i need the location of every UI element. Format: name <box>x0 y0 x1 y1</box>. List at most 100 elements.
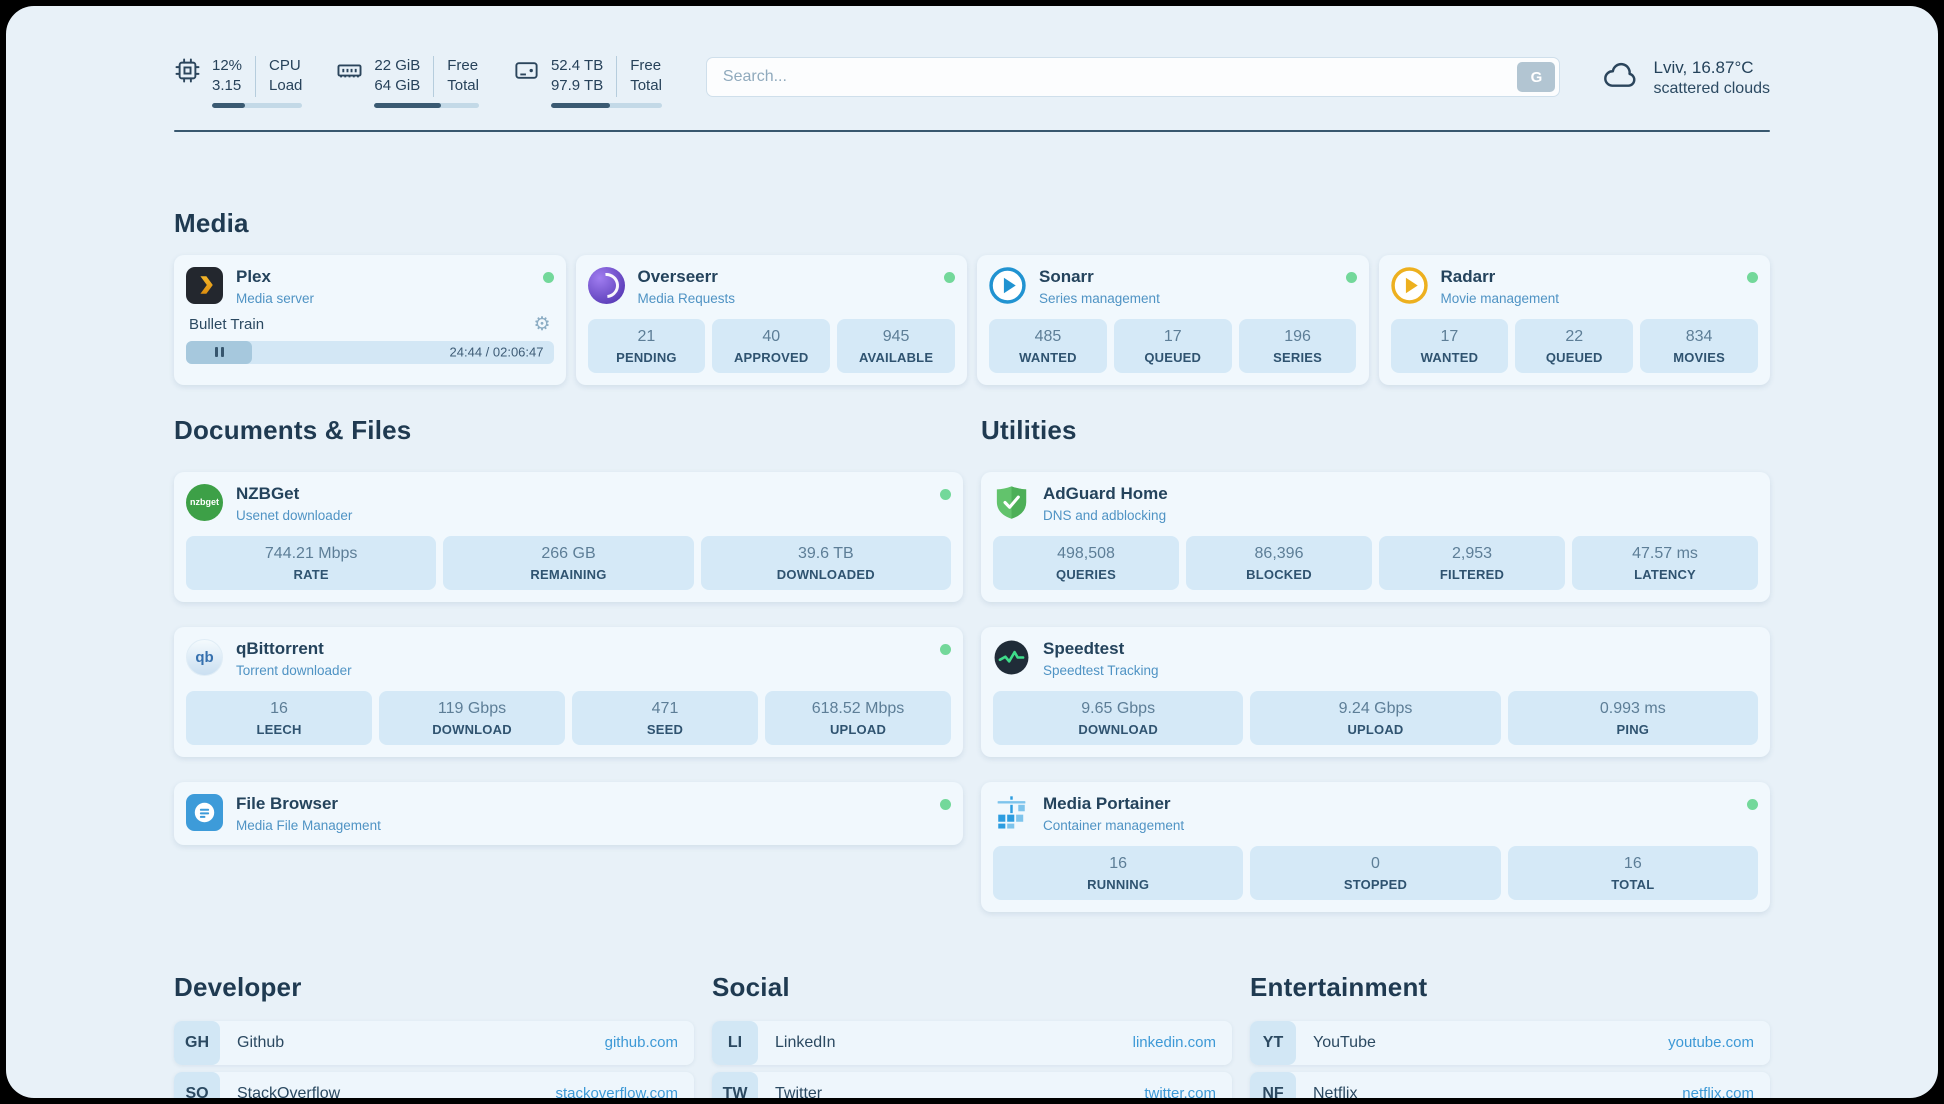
search-input[interactable] <box>710 68 1518 86</box>
link-name: StackOverflow <box>237 1084 341 1099</box>
entertainment-link-list: YT YouTube youtube.com NF Netflix netfli… <box>1250 1020 1770 1099</box>
disk-progress-fill <box>550 102 610 108</box>
link-url[interactable]: twitter.com <box>1144 1085 1216 1098</box>
link-row-linkedin[interactable]: LI LinkedIn linkedin.com <box>712 1020 1232 1065</box>
stat-box: 0.993 ms PING <box>1507 690 1758 745</box>
stat-box: 22 QUEUED <box>1515 318 1634 373</box>
card-nzbget[interactable]: nzbget NZBGet Usenet downloader 744.21 M… <box>174 471 963 602</box>
stat-box: 16 RUNNING <box>993 845 1244 900</box>
linkedin-abbr-icon: LI <box>712 1020 758 1065</box>
link-row-github[interactable]: GH Github github.com <box>174 1020 694 1065</box>
ram-total-label: Total <box>447 77 479 95</box>
topbar: 12% 3.15 CPU Load 22 G <box>174 56 1770 108</box>
stat-value: 0 <box>1371 854 1380 872</box>
vertical-divider <box>616 56 618 97</box>
weather-condition: scattered clouds <box>1653 80 1770 97</box>
stat-value: 266 GB <box>541 544 596 562</box>
stat-label: BLOCKED <box>1246 566 1312 582</box>
stat-value: 47.57 ms <box>1632 544 1698 562</box>
gear-icon[interactable]: ⚙ <box>533 313 551 335</box>
dashboard-app: 12% 3.15 CPU Load 22 G <box>6 6 1938 1098</box>
stat-box: 16 TOTAL <box>1507 845 1758 900</box>
stat-label: UPLOAD <box>829 721 887 737</box>
stat-value: 16 <box>270 699 288 717</box>
card-radarr[interactable]: Radarr Movie management 17 WANTED 22 QUEUE… <box>1378 254 1770 385</box>
weather-location: Lviv, 16.87°C <box>1653 58 1754 77</box>
link-url[interactable]: linkedin.com <box>1132 1034 1216 1051</box>
documents-stack: nzbget NZBGet Usenet downloader 744.21 M… <box>174 471 963 845</box>
link-url[interactable]: youtube.com <box>1668 1034 1754 1051</box>
status-dot <box>940 643 951 655</box>
link-name: Netflix <box>1313 1084 1358 1099</box>
playback-progress-bar[interactable]: 24:44 / 02:06:47 <box>186 340 554 364</box>
link-name: LinkedIn <box>775 1033 836 1051</box>
card-portainer[interactable]: Media Portainer Container management 16 R… <box>981 781 1770 912</box>
stat-box: 17 WANTED <box>1390 318 1509 373</box>
stat-box: 17 QUEUED <box>1113 318 1232 373</box>
stat-label: SERIES <box>1273 349 1323 365</box>
section-media: Media Plex Media server Bullet Train ⚙ <box>174 208 1770 385</box>
service-text: File Browser Media File Management <box>236 794 381 833</box>
card-plex[interactable]: Plex Media server Bullet Train ⚙ 24:44 /… <box>174 254 566 385</box>
weather-text: Lviv, 16.87°C scattered clouds <box>1653 58 1770 98</box>
stat-row: 485 WANTED 17 QUEUED 196 SERIES <box>989 318 1357 373</box>
link-url[interactable]: netflix.com <box>1682 1085 1754 1098</box>
card-filebrowser[interactable]: File Browser Media File Management <box>174 781 963 845</box>
search-provider-button[interactable]: G <box>1517 62 1556 92</box>
disk-total-value: 97.9 TB <box>550 77 604 95</box>
netflix-abbr-icon: NF <box>1250 1071 1296 1098</box>
speedtest-icon <box>993 639 1030 676</box>
stat-value: 86,396 <box>1254 544 1304 562</box>
link-row-stackoverflow[interactable]: SO StackOverflow stackoverflow.com <box>174 1071 694 1099</box>
card-sonarr[interactable]: Sonarr Series management 485 WANTED 17 QUE… <box>977 254 1369 385</box>
youtube-abbr-icon: YT <box>1250 1020 1296 1065</box>
cpu-label: CPU <box>269 57 301 74</box>
ram-progress-bar <box>374 102 479 108</box>
stat-label: QUEUED <box>1144 349 1202 365</box>
stat-box: 9.24 Gbps UPLOAD <box>1250 690 1501 745</box>
link-url[interactable]: stackoverflow.com <box>555 1085 678 1098</box>
link-name: Twitter <box>775 1084 823 1099</box>
links-column-social: Social LI LinkedIn linkedin.com TW Twitt… <box>712 972 1232 1099</box>
stat-box: 945 AVAILABLE <box>837 318 955 373</box>
card-adguard[interactable]: AdGuard Home DNS and adblocking 498,508 Q… <box>981 471 1770 602</box>
header-divider <box>174 129 1770 132</box>
service-subtitle: DNS and adblocking <box>1043 507 1167 523</box>
card-speedtest[interactable]: Speedtest Speedtest Tracking 9.65 Gbps DO… <box>981 626 1770 757</box>
service-subtitle: Media File Management <box>236 817 381 833</box>
link-url[interactable]: github.com <box>604 1034 678 1051</box>
service-text: Sonarr Series management <box>1039 267 1160 306</box>
plex-icon <box>186 266 223 304</box>
link-row-youtube[interactable]: YT YouTube youtube.com <box>1250 1020 1770 1065</box>
card-overseerr[interactable]: Overseerr Media Requests 21 PENDING 40 APP… <box>575 254 967 385</box>
github-abbr-icon: GH <box>174 1020 220 1065</box>
link-row-twitter[interactable]: TW Twitter twitter.com <box>712 1071 1232 1099</box>
links-column-entertainment: Entertainment YT YouTube youtube.com NF … <box>1250 972 1770 1099</box>
stat-value: 2,953 <box>1451 544 1493 562</box>
disk-total-label: Total <box>630 77 662 95</box>
cpu-progress-fill <box>212 102 245 108</box>
status-dot <box>1345 271 1357 283</box>
stat-label: AVAILABLE <box>858 349 934 365</box>
status-dot <box>1747 798 1758 810</box>
link-row-netflix[interactable]: NF Netflix netflix.com <box>1250 1071 1770 1099</box>
service-subtitle: Movie management <box>1440 290 1560 306</box>
stat-label: STOPPED <box>1343 876 1408 892</box>
stat-box: 16 LEECH <box>186 690 372 745</box>
service-subtitle: Speedtest Tracking <box>1043 662 1159 678</box>
ram-monitor-body: 22 GiB 64 GiB Free Total <box>374 56 479 108</box>
ram-labels: Free Total <box>447 56 479 97</box>
stat-value: 9.65 Gbps <box>1081 699 1156 717</box>
stat-box: 40 APPROVED <box>712 318 831 373</box>
card-qbittorrent[interactable]: qb qBittorrent Torrent downloader 16 LEEC… <box>174 626 963 757</box>
now-playing-title: Bullet Train <box>189 315 265 333</box>
stat-label: DOWNLOAD <box>432 721 512 737</box>
pause-icon[interactable] <box>214 347 224 357</box>
cpu-load-value: 3.15 <box>212 77 242 95</box>
card-header: Plex Media server <box>186 266 554 306</box>
social-link-list: LI LinkedIn linkedin.com TW Twitter twit… <box>712 1020 1232 1099</box>
stat-label: QUEUED <box>1545 349 1603 365</box>
service-text: Plex Media server <box>236 267 314 306</box>
stat-box: 618.52 Mbps UPLOAD <box>765 690 951 745</box>
card-header: Media Portainer Container management <box>993 794 1758 833</box>
